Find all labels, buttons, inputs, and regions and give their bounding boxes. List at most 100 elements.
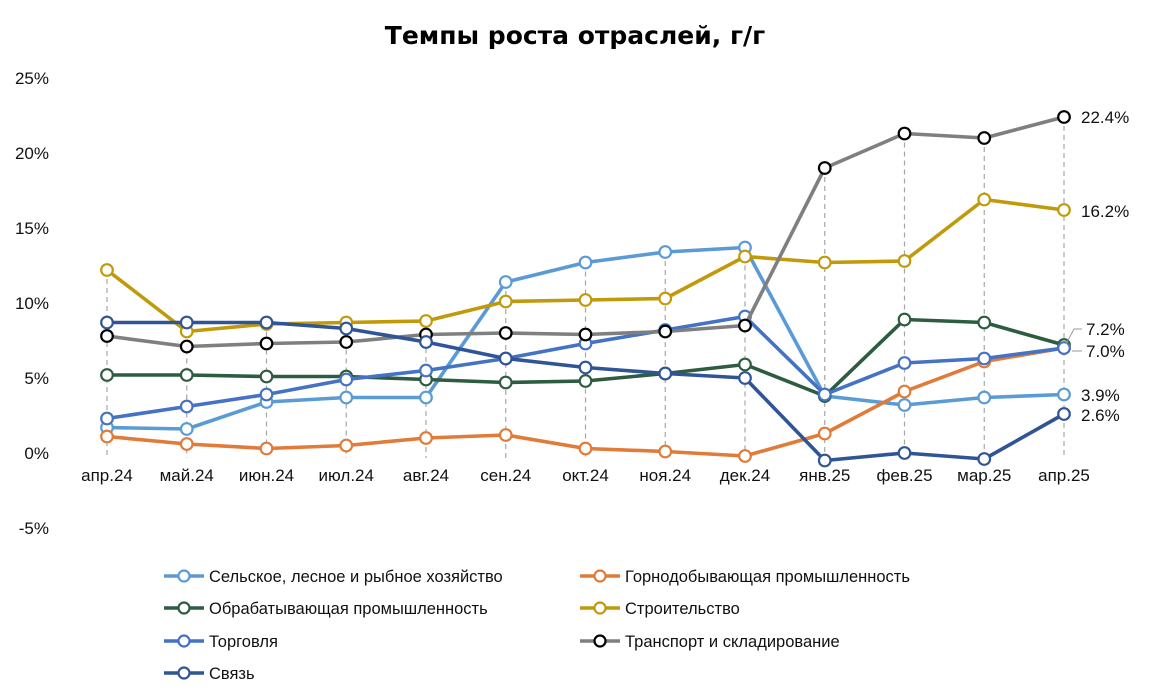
x-tick-label: июл.24 bbox=[319, 466, 374, 485]
data-point bbox=[498, 294, 513, 309]
data-point bbox=[977, 390, 992, 405]
data-point bbox=[339, 335, 354, 349]
end-value-label: 2.6% bbox=[1081, 406, 1120, 425]
series-3 bbox=[100, 312, 1071, 403]
y-tick-label: 0% bbox=[24, 444, 49, 463]
data-point bbox=[100, 263, 114, 277]
data-point bbox=[498, 326, 513, 340]
data-point bbox=[897, 126, 912, 141]
end-value-label: 22.4% bbox=[1081, 108, 1129, 127]
data-point bbox=[419, 314, 433, 328]
data-point bbox=[339, 321, 354, 336]
data-point bbox=[897, 384, 912, 399]
data-point bbox=[817, 161, 832, 175]
data-point bbox=[339, 372, 354, 387]
data-point bbox=[658, 324, 673, 339]
legend-label: Связь bbox=[209, 665, 255, 683]
series-group bbox=[100, 110, 1071, 468]
data-point bbox=[179, 339, 194, 354]
y-tick-label: 15% bbox=[15, 219, 49, 238]
legend-swatch-marker bbox=[593, 601, 607, 615]
data-point bbox=[100, 411, 114, 426]
data-point bbox=[339, 438, 354, 453]
data-point bbox=[817, 426, 832, 441]
data-point bbox=[179, 437, 194, 451]
data-point bbox=[419, 390, 433, 405]
data-point bbox=[259, 441, 274, 456]
data-point bbox=[259, 369, 274, 384]
x-tick-label: ноя.24 bbox=[639, 466, 691, 485]
legend-label: Сельское, лесное и рыбное хозяйство bbox=[209, 568, 503, 586]
data-point bbox=[977, 351, 992, 366]
data-point bbox=[977, 315, 992, 330]
data-point bbox=[179, 315, 194, 330]
data-point bbox=[259, 387, 274, 402]
data-point bbox=[897, 312, 912, 327]
data-point bbox=[419, 431, 433, 445]
end-value-label: 3.9% bbox=[1081, 386, 1120, 405]
data-point bbox=[498, 428, 513, 442]
data-point bbox=[1057, 387, 1071, 402]
legend-item: Транспорт и складирование bbox=[580, 633, 840, 651]
data-point bbox=[817, 453, 832, 468]
x-tick-label: июн.24 bbox=[239, 466, 294, 485]
legend-item: Связь bbox=[164, 665, 255, 683]
legend-swatch-marker bbox=[593, 634, 607, 648]
data-point bbox=[259, 315, 274, 330]
x-tick-label: май.24 bbox=[160, 466, 214, 485]
x-tick-label: фев.25 bbox=[876, 466, 932, 485]
y-tick-label: 25% bbox=[15, 69, 49, 88]
data-point bbox=[578, 255, 593, 270]
y-tick-label: 10% bbox=[15, 294, 49, 313]
data-point bbox=[100, 368, 114, 382]
x-tick-label: янв.25 bbox=[799, 466, 850, 485]
data-point bbox=[578, 327, 593, 342]
legend-swatch-marker bbox=[177, 601, 191, 615]
legend-item: Горнодобывающая промышленность bbox=[580, 568, 910, 586]
x-tick-label: сен.24 bbox=[480, 466, 531, 485]
legend-label: Обрабатывающая промышленность bbox=[209, 600, 488, 618]
data-point bbox=[578, 293, 593, 307]
y-tick-label: 5% bbox=[24, 369, 49, 388]
legend-item: Сельское, лесное и рыбное хозяйство bbox=[164, 568, 503, 586]
x-axis: апр.24 май.24 июн.24 июл.24 авг.24 сен.24 окт.… bbox=[81, 466, 1090, 485]
data-point bbox=[897, 254, 912, 268]
legend-item: Торговля bbox=[164, 633, 278, 651]
data-point bbox=[1057, 341, 1071, 355]
x-tick-label: мар.25 bbox=[957, 466, 1011, 485]
legend-swatch-marker bbox=[177, 634, 191, 648]
data-point bbox=[100, 429, 114, 444]
data-point bbox=[658, 291, 673, 306]
data-point bbox=[897, 356, 912, 370]
data-point bbox=[738, 318, 752, 333]
data-point bbox=[419, 363, 433, 378]
data-point bbox=[738, 357, 752, 372]
legend-label: Транспорт и складирование bbox=[625, 633, 840, 651]
data-point bbox=[100, 315, 114, 330]
data-point bbox=[817, 387, 832, 402]
data-point bbox=[100, 329, 114, 343]
data-point bbox=[738, 449, 752, 463]
end-value-label: 7.2% bbox=[1086, 320, 1125, 339]
data-point bbox=[498, 275, 513, 289]
data-point bbox=[339, 390, 354, 405]
data-point bbox=[817, 255, 832, 270]
x-tick-label: апр.25 bbox=[1038, 466, 1090, 485]
data-point bbox=[498, 375, 513, 390]
data-point bbox=[578, 374, 593, 388]
data-point bbox=[658, 366, 673, 381]
data-point bbox=[738, 371, 752, 385]
data-point bbox=[179, 368, 194, 382]
data-point bbox=[578, 360, 593, 375]
data-point bbox=[1057, 407, 1071, 421]
series-7 bbox=[100, 315, 1071, 468]
x-tick-label: дек.24 bbox=[720, 466, 770, 485]
legend-item: Обрабатывающая промышленность bbox=[164, 600, 488, 618]
data-point bbox=[578, 441, 593, 456]
legend-swatch-marker bbox=[177, 569, 191, 583]
data-point bbox=[738, 249, 752, 264]
data-point bbox=[977, 452, 992, 466]
series-5 bbox=[100, 309, 1071, 426]
end-value-label: 7.0% bbox=[1086, 342, 1125, 361]
